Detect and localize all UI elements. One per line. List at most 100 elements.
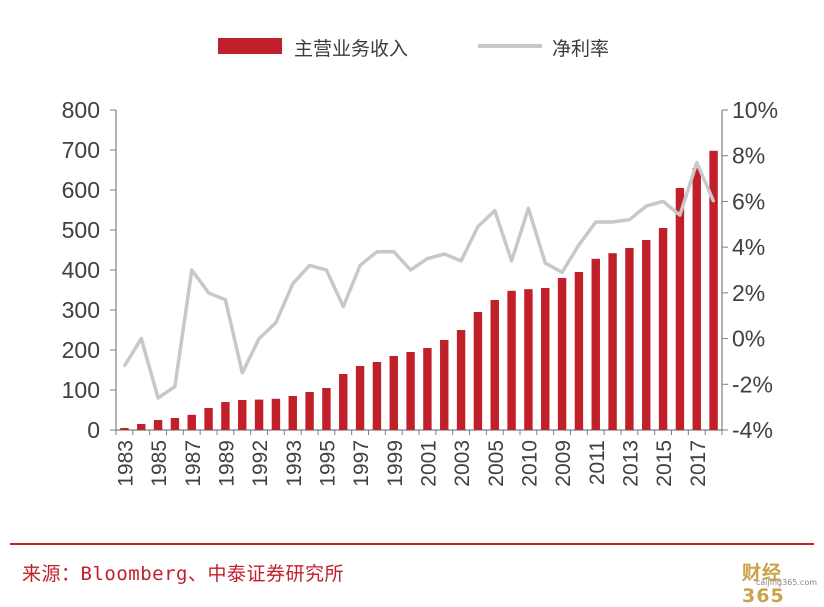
y-right-tick-label: 10% (732, 97, 778, 123)
x-tick-label: 2011 (586, 440, 609, 485)
bar-revenue (473, 312, 483, 430)
bar-revenue (153, 420, 163, 430)
line-point-net-margin (611, 220, 614, 224)
bar-revenue (271, 398, 281, 430)
x-tick-label: 2009 (552, 440, 575, 487)
bar-revenue (221, 402, 230, 430)
bar-revenue (574, 272, 584, 430)
bar-revenue (692, 168, 701, 430)
bar-revenue (170, 418, 180, 430)
x-tick-label: 1989 (215, 440, 238, 487)
watermark-logo: 财经365 caijing365.com (742, 558, 820, 607)
bar-revenue (355, 366, 365, 430)
y-right-labels: -4% -2% 0% 2% 4% 6% 8% 10% (722, 97, 778, 443)
line-point-net-margin (140, 337, 143, 340)
x-tick-label: 2005 (485, 440, 508, 487)
line-point-net-margin (257, 337, 261, 340)
bar-revenue (490, 300, 499, 430)
line-point-net-margin (409, 268, 412, 272)
line-point-net-margin (426, 257, 429, 260)
line-point-net-margin (325, 268, 328, 272)
line-point-net-margin (678, 213, 682, 217)
y-right-tick-label: -2% (732, 371, 773, 397)
y-right-tick-label: 6% (732, 188, 765, 214)
line-point-net-margin (695, 161, 698, 164)
x-tick-label: 2013 (619, 440, 642, 487)
line-point-net-margin (628, 218, 631, 221)
y-left-tick-label: 800 (62, 97, 100, 123)
bar-revenue (557, 278, 567, 430)
line-point-net-margin (173, 385, 177, 388)
bar-revenue (456, 330, 466, 430)
line-point-net-margin (510, 259, 513, 263)
legend-line-label: 净利率 (552, 38, 609, 60)
x-tick-label: 2003 (451, 440, 474, 487)
y-left-labels: 0 100 200 300 400 500 600 700 800 (62, 97, 116, 443)
y-right-tick-label: 0% (732, 326, 765, 352)
bar-revenue (591, 258, 600, 430)
y-right-tick-label: 2% (732, 280, 765, 306)
bar-revenue (541, 288, 550, 430)
line-point-net-margin (308, 264, 311, 267)
source-divider (10, 543, 814, 545)
x-tick-label: 2010 (518, 440, 541, 487)
bar-revenue (389, 356, 398, 430)
chart: 主营业务收入 净利率 0 100 200 300 400 500 600 700 800 -4%… (62, 38, 778, 487)
y-right-tick-label: 4% (732, 234, 765, 260)
bar-revenue (187, 414, 196, 430)
x-labels: 1983 1985 1987 1989 1992 1993 1995 1997 1999 2001… (114, 430, 723, 487)
x-tick-label: 2015 (653, 440, 676, 487)
line-point-net-margin (190, 268, 193, 272)
y-left-tick-label: 700 (62, 137, 100, 163)
line-point-net-margin (493, 209, 496, 212)
bar-revenue (120, 428, 129, 430)
bar-revenue (204, 408, 213, 430)
y-left-tick-label: 100 (62, 377, 100, 403)
legend-bar-swatch (218, 38, 282, 54)
bar-revenue (625, 248, 634, 430)
x-tick-label: 1995 (316, 440, 339, 487)
line-point-net-margin (392, 250, 395, 253)
line-point-net-margin (476, 225, 480, 228)
bar-revenue (254, 399, 264, 430)
bar-revenue (675, 188, 685, 430)
line-point-net-margin (375, 250, 379, 253)
line-point-net-margin (560, 271, 564, 274)
line-point-net-margin (712, 200, 715, 203)
bar-revenue (372, 362, 382, 430)
x-tick-label: 1999 (384, 440, 407, 487)
line-point-net-margin (274, 321, 278, 324)
source-note: 来源：Bloomberg、中泰证券研究所 (22, 563, 344, 585)
bar-revenue (137, 424, 146, 430)
line-point-net-margin (459, 259, 463, 263)
bar-revenue (406, 352, 415, 430)
line-point-net-margin (123, 364, 126, 368)
y-left-tick-label: 0 (87, 417, 100, 443)
line-point-net-margin (577, 243, 581, 247)
bar-revenue (305, 392, 314, 430)
line-point-net-margin (544, 261, 547, 265)
bar-revenue (507, 290, 516, 430)
y-right-tick-label: 8% (732, 143, 765, 169)
x-tick-label: 1987 (182, 440, 205, 487)
bar-revenue (423, 348, 432, 430)
bar-revenue (440, 340, 449, 430)
y-left-tick-label: 400 (62, 257, 100, 283)
line-series (122, 160, 716, 400)
line-point-net-margin (443, 252, 446, 256)
x-tick-label: 1992 (249, 440, 272, 487)
y-left-tick-label: 600 (62, 177, 100, 203)
line-net-margin (122, 160, 716, 400)
bar-revenue (288, 396, 297, 430)
line-point-net-margin (224, 298, 227, 301)
x-tick-label: 1983 (114, 440, 137, 487)
legend: 主营业务收入 净利率 (218, 38, 609, 60)
bar-revenue (322, 388, 331, 430)
bar-revenue (709, 150, 718, 431)
x-tick-label: 1985 (148, 440, 171, 487)
line-point-net-margin (527, 207, 530, 210)
line-point-net-margin (661, 200, 665, 203)
watermark-url: caijing365.com (756, 578, 818, 587)
x-tick-label: 1993 (283, 440, 306, 487)
bar-revenue (642, 240, 651, 430)
